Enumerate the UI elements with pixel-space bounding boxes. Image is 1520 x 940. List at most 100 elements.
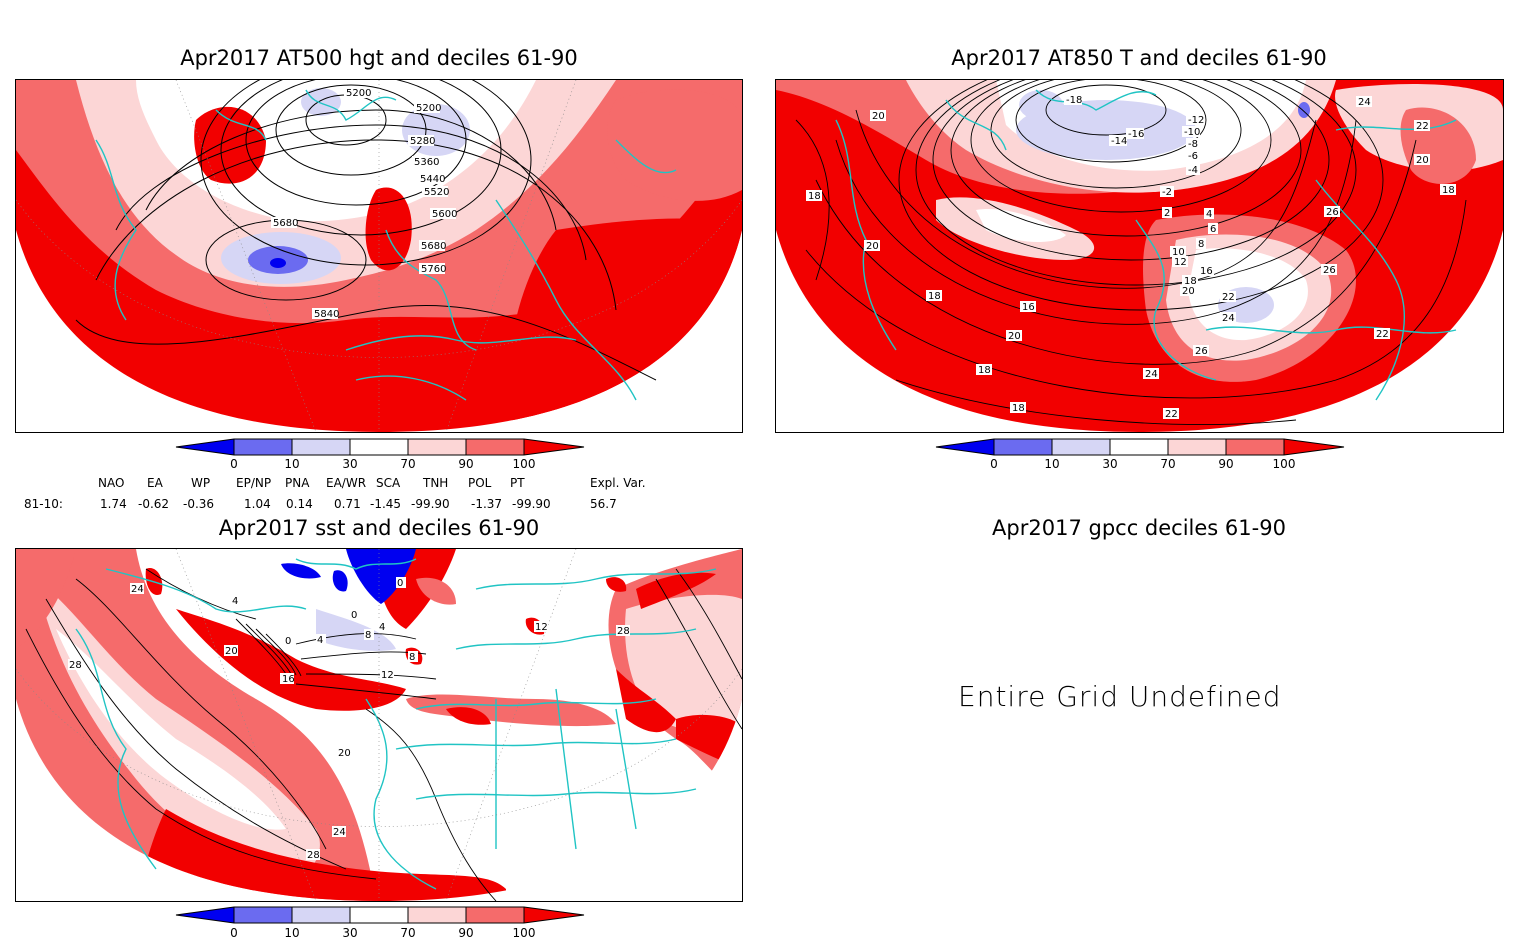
svg-text:10: 10 xyxy=(1044,457,1059,471)
svg-text:0: 0 xyxy=(397,578,403,589)
svg-text:18: 18 xyxy=(808,191,821,202)
svg-text:28: 28 xyxy=(617,626,630,637)
svg-text:10: 10 xyxy=(284,926,299,940)
panel2-map[interactable]: -18 -16 -14 -12 -10 -8 -6 -4 -2 2 4 6 8 … xyxy=(775,79,1504,433)
svg-text:16: 16 xyxy=(1022,302,1035,313)
svg-text:EA: EA xyxy=(147,476,164,490)
svg-text:8: 8 xyxy=(409,652,415,663)
panel1-colorbar: 0 10 30 70 90 100 xyxy=(175,438,585,471)
svg-text:-2: -2 xyxy=(1162,187,1172,198)
svg-text:18: 18 xyxy=(928,291,941,302)
svg-text:24: 24 xyxy=(1358,97,1371,108)
svg-text:26: 26 xyxy=(1195,346,1208,357)
panel2-contour-labels: -18 -16 -14 -12 -10 -8 -6 -4 -2 2 4 6 8 … xyxy=(806,94,1456,420)
svg-text:30: 30 xyxy=(1102,457,1117,471)
svg-text:22: 22 xyxy=(1222,292,1235,303)
svg-text:0: 0 xyxy=(230,926,238,940)
svg-text:4: 4 xyxy=(1206,209,1212,220)
svg-text:28: 28 xyxy=(69,660,82,671)
svg-text:EA/WR: EA/WR xyxy=(326,476,366,490)
panel3-graticule xyxy=(16,549,742,901)
svg-text:5200: 5200 xyxy=(346,88,371,99)
panel3-colorbar: 0 10 30 70 90 100 xyxy=(175,906,585,940)
svg-text:10: 10 xyxy=(1172,247,1185,258)
svg-text:4: 4 xyxy=(317,635,323,646)
panel2-title: Apr2017 AT850 T and deciles 61-90 xyxy=(951,46,1327,70)
svg-text:5600: 5600 xyxy=(432,209,457,220)
svg-text:22: 22 xyxy=(1165,409,1178,420)
svg-text:70: 70 xyxy=(400,457,415,471)
panel2-map-svg: -18 -16 -14 -12 -10 -8 -6 -4 -2 2 4 6 8 … xyxy=(776,80,1503,432)
svg-text:20: 20 xyxy=(872,111,885,122)
svg-text:20: 20 xyxy=(1182,286,1195,297)
teleconnection-indices: NAO EA WP EP/NP PNA EA/WR SCA TNH POL PT… xyxy=(24,476,646,511)
panel1-map[interactable]: 5200 5200 5280 5360 5440 5520 5600 5680 … xyxy=(15,79,743,433)
svg-text:-0.36: -0.36 xyxy=(183,497,214,511)
svg-text:-4: -4 xyxy=(1188,165,1198,176)
panel1-contours xyxy=(75,80,657,381)
svg-text:70: 70 xyxy=(400,926,415,940)
svg-text:22: 22 xyxy=(1416,121,1429,132)
svg-text:90: 90 xyxy=(458,926,473,940)
svg-text:8: 8 xyxy=(365,630,371,641)
svg-text:81-10:: 81-10: xyxy=(24,497,63,511)
svg-text:POL: POL xyxy=(468,476,492,490)
svg-text:5200: 5200 xyxy=(416,103,441,114)
svg-text:0: 0 xyxy=(351,610,357,621)
svg-text:100: 100 xyxy=(513,926,536,940)
svg-text:8: 8 xyxy=(1198,239,1204,250)
svg-text:6: 6 xyxy=(1210,224,1216,235)
svg-text:4: 4 xyxy=(232,596,238,607)
svg-text:24: 24 xyxy=(131,584,144,595)
svg-text:20: 20 xyxy=(1416,155,1429,166)
svg-text:-10: -10 xyxy=(1184,127,1200,138)
panel1-map-svg: 5200 5200 5280 5360 5440 5520 5600 5680 … xyxy=(16,80,742,432)
svg-text:-99.90: -99.90 xyxy=(512,497,551,511)
panel1-contour-labels: 5200 5200 5280 5360 5440 5520 5600 5680 … xyxy=(271,87,457,320)
svg-text:0.71: 0.71 xyxy=(334,497,361,511)
svg-text:30: 30 xyxy=(342,457,357,471)
svg-text:20: 20 xyxy=(225,646,238,657)
svg-text:PT: PT xyxy=(510,476,525,490)
panel1-graticule xyxy=(16,80,742,432)
svg-text:5520: 5520 xyxy=(424,187,449,198)
svg-text:-0.62: -0.62 xyxy=(138,497,169,511)
svg-text:24: 24 xyxy=(333,827,346,838)
svg-text:18: 18 xyxy=(1184,276,1197,287)
panel2-colorbar: 0 10 30 70 90 100 xyxy=(935,438,1345,471)
svg-text:16: 16 xyxy=(1200,266,1213,277)
svg-text:28: 28 xyxy=(307,850,320,861)
svg-text:-99.90: -99.90 xyxy=(411,497,450,511)
panel1-coastlines xyxy=(95,89,677,401)
svg-text:18: 18 xyxy=(1442,185,1455,196)
panel3-coastlines xyxy=(75,558,717,890)
panel1-title: Apr2017 AT500 hgt and deciles 61-90 xyxy=(180,46,578,70)
svg-text:-14: -14 xyxy=(1111,136,1127,147)
svg-text:22: 22 xyxy=(1376,329,1389,340)
svg-text:16: 16 xyxy=(282,674,295,685)
svg-text:12: 12 xyxy=(381,670,394,681)
svg-text:24: 24 xyxy=(1145,369,1158,380)
svg-text:100: 100 xyxy=(513,457,536,471)
panel3-contours xyxy=(25,568,742,901)
svg-text:TNH: TNH xyxy=(422,476,448,490)
svg-text:20: 20 xyxy=(338,748,351,759)
svg-text:5840: 5840 xyxy=(314,309,339,320)
svg-text:24: 24 xyxy=(1222,313,1235,324)
svg-text:5760: 5760 xyxy=(421,264,446,275)
panel4-title: Apr2017 gpcc deciles 61-90 xyxy=(992,516,1286,540)
panel3-map[interactable]: 24 28 4 0 20 16 4 0 4 8 12 20 24 28 12 8… xyxy=(15,548,743,902)
svg-text:30: 30 xyxy=(342,926,357,940)
svg-text:0: 0 xyxy=(230,457,238,471)
svg-text:-1.45: -1.45 xyxy=(370,497,401,511)
svg-text:26: 26 xyxy=(1326,207,1339,218)
panel3-map-svg: 24 28 4 0 20 16 4 0 4 8 12 20 24 28 12 8… xyxy=(16,549,742,901)
svg-text:-6: -6 xyxy=(1188,151,1198,162)
svg-text:0: 0 xyxy=(990,457,998,471)
svg-text:10: 10 xyxy=(284,457,299,471)
svg-text:1.04: 1.04 xyxy=(244,497,271,511)
svg-text:18: 18 xyxy=(978,365,991,376)
svg-text:90: 90 xyxy=(1218,457,1233,471)
svg-text:100: 100 xyxy=(1273,457,1296,471)
svg-text:90: 90 xyxy=(458,457,473,471)
